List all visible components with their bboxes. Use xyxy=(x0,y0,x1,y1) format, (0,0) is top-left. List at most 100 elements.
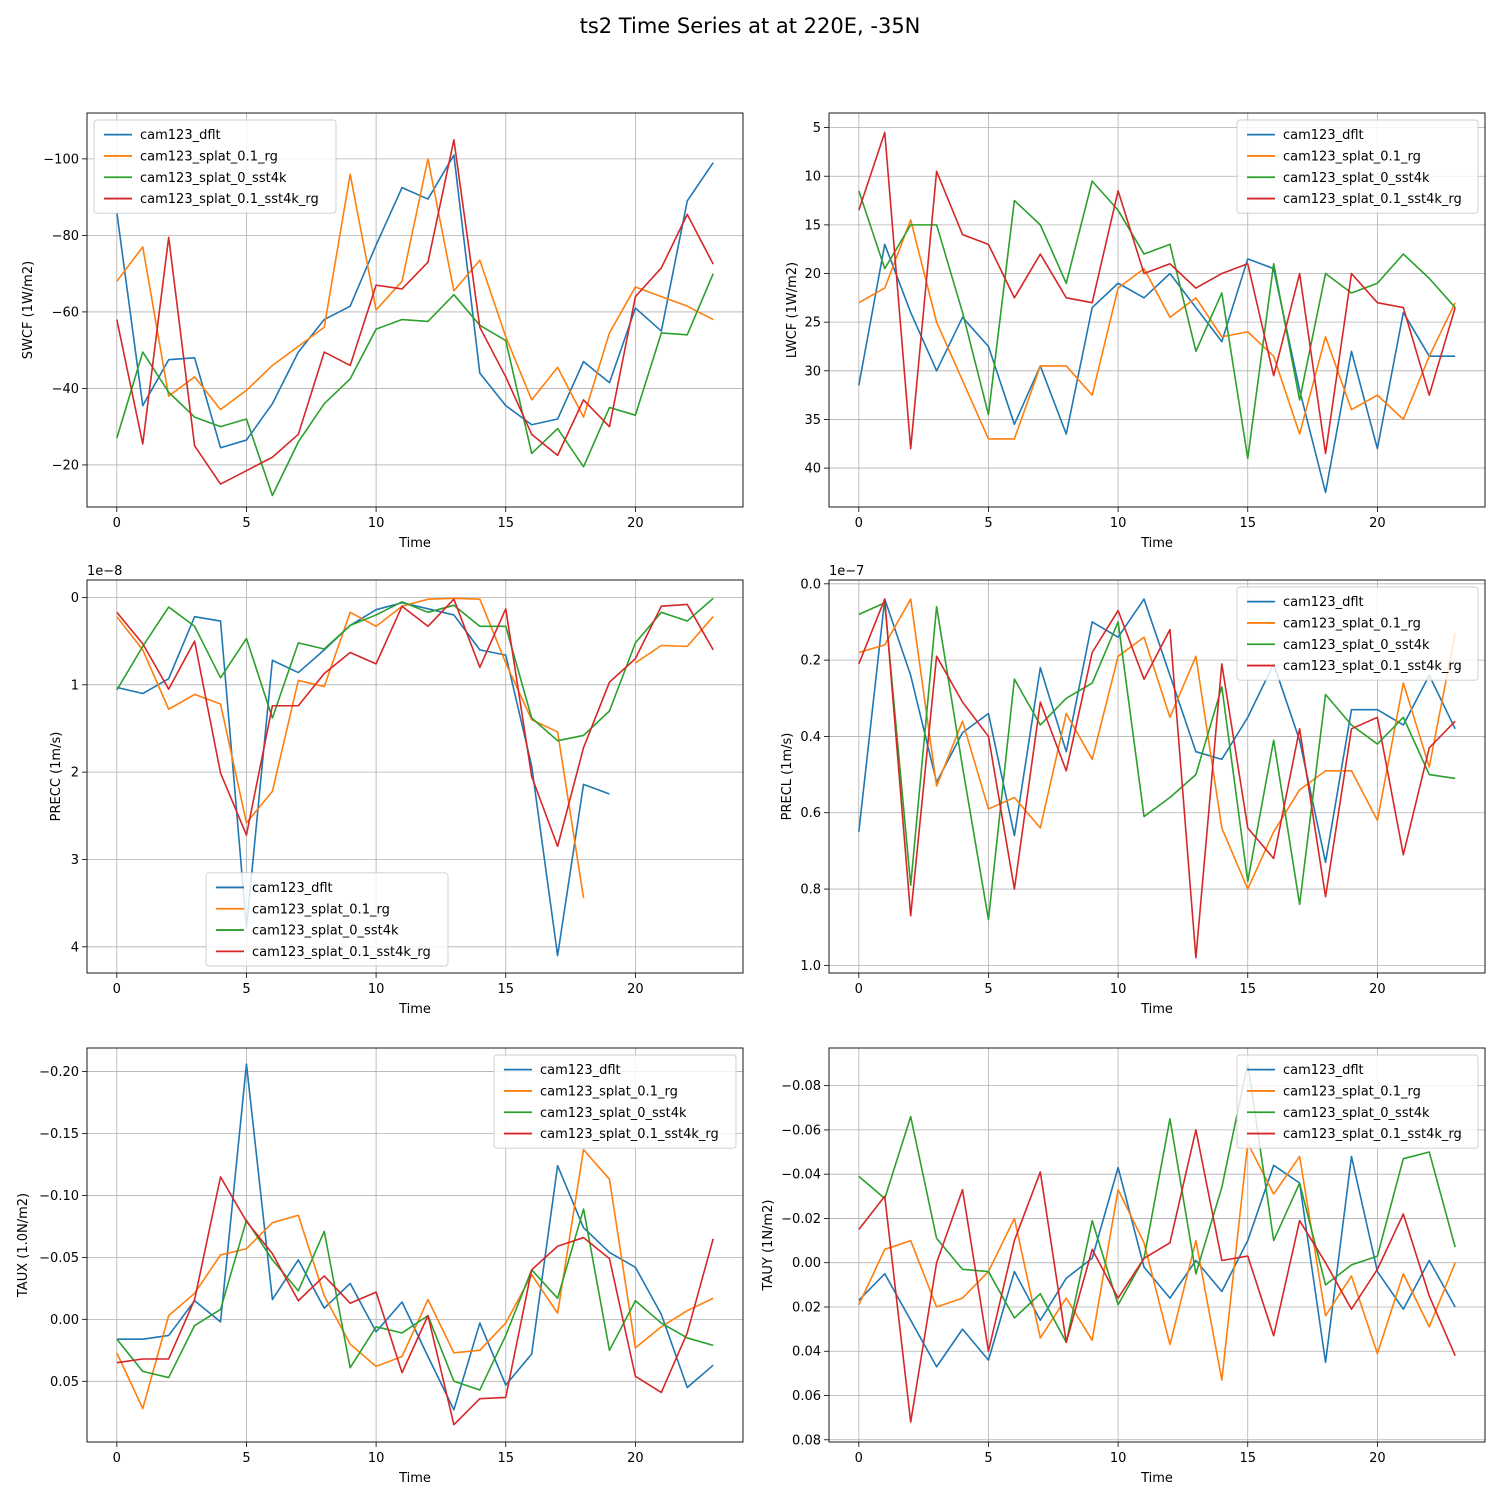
series-line-4 xyxy=(858,131,1456,455)
figure-title: ts2 Time Series at at 220E, -35N xyxy=(579,14,921,38)
subplot-taux: 0 5 10 15 20 −0.20 −0.15 −0.10 −0.05 0.00 0.05 Time… xyxy=(16,1047,744,1486)
legend-entry: cam123_splat_0.1_rg xyxy=(140,149,278,164)
x-axis-label: Time xyxy=(1140,536,1173,551)
x-tick-label: 5 xyxy=(242,1451,250,1466)
legend: cam123_dflt cam123_splat_0.1_rg cam123_spl… xyxy=(205,872,449,967)
y-tick-label: 0.2 xyxy=(800,654,821,669)
y-axis-label: PRECL (1m/s) xyxy=(780,733,795,821)
x-tick-label: 20 xyxy=(1369,1451,1386,1466)
y-tick-label: −20 xyxy=(52,458,79,473)
legend-entry: cam123_dflt xyxy=(540,1063,621,1078)
legend-entry: cam123_dflt xyxy=(252,881,333,896)
y-tick-label: 0.4 xyxy=(800,730,821,745)
series-line-2 xyxy=(858,598,1456,890)
series-line-1 xyxy=(858,1155,1456,1368)
x-tick-label: 10 xyxy=(1110,1451,1127,1466)
y-axis-label: LWCF (1W/m2) xyxy=(785,262,800,358)
y-axis-label: TAUY (1N/m2) xyxy=(761,1200,776,1292)
legend-entry: cam123_splat_0_sst4k xyxy=(540,1106,687,1121)
x-tick-label: 0 xyxy=(113,1451,121,1466)
legend-entry: cam123_splat_0.1_sst4k_rg xyxy=(140,192,319,207)
legend-entry: cam123_splat_0_sst4k xyxy=(140,171,287,186)
series-line-2 xyxy=(116,158,714,418)
y-tick-label: −0.15 xyxy=(39,1127,79,1142)
x-tick-label: 15 xyxy=(1239,982,1256,997)
x-tick-label: 20 xyxy=(627,516,644,531)
y-tick-label: 40 xyxy=(804,462,821,477)
x-tick-label: 15 xyxy=(1239,1451,1256,1466)
axis-offset-text: 1e−7 xyxy=(829,564,864,579)
axes-frame xyxy=(86,579,744,974)
x-tick-label: 10 xyxy=(1110,982,1127,997)
series-line-1 xyxy=(116,154,714,449)
y-tick-label: −0.10 xyxy=(39,1189,79,1204)
legend-entry: cam123_splat_0.1_sst4k_rg xyxy=(540,1127,719,1142)
series-line-2 xyxy=(116,597,714,899)
legend-box xyxy=(1236,1054,1479,1149)
series-line-3 xyxy=(116,597,714,742)
y-axis-label: PRECC (1m/s) xyxy=(49,732,64,822)
legend-entry: cam123_splat_0.1_rg xyxy=(1283,616,1421,631)
y-tick-label: −60 xyxy=(52,305,79,320)
x-tick-label: 10 xyxy=(368,516,385,531)
series-line-4 xyxy=(858,1129,1456,1423)
series-line-3 xyxy=(116,1208,714,1391)
x-tick-label: 5 xyxy=(984,516,992,531)
x-tick-label: 10 xyxy=(368,982,385,997)
x-axis-label: Time xyxy=(398,1002,431,1017)
legend-entry: cam123_splat_0.1_sst4k_rg xyxy=(252,945,431,960)
x-tick-label: 10 xyxy=(368,1451,385,1466)
x-axis-label: Time xyxy=(1140,1471,1173,1486)
legend-entry: cam123_splat_0_sst4k xyxy=(1283,171,1430,186)
y-tick-label: 30 xyxy=(804,364,821,379)
y-tick-label: 25 xyxy=(804,316,821,331)
y-tick-label: 10 xyxy=(804,170,821,185)
x-tick-label: 5 xyxy=(242,516,250,531)
legend: cam123_dflt cam123_splat_0.1_rg cam123_spl… xyxy=(1236,586,1479,681)
legend-entry: cam123_splat_0.1_rg xyxy=(540,1084,678,1099)
x-axis-label: Time xyxy=(398,536,431,551)
y-tick-label: 0 xyxy=(71,591,79,606)
series-line-2 xyxy=(116,1148,714,1410)
y-tick-label: 0.02 xyxy=(792,1300,821,1315)
legend-entry: cam123_splat_0.1_sst4k_rg xyxy=(1283,192,1462,207)
y-tick-label: 2 xyxy=(71,766,79,781)
subplot-swcf: 0 5 10 15 20 −100 −80 −60 −40 −20 Time SWCF (1W/m2)… xyxy=(21,112,744,551)
y-tick-label: −0.04 xyxy=(781,1168,821,1183)
y-tick-label: −100 xyxy=(43,152,79,167)
series-line-4 xyxy=(858,598,1456,959)
legend-box xyxy=(1236,119,1479,214)
x-tick-label: 20 xyxy=(1369,982,1386,997)
y-axis-label: TAUX (1.0N/m2) xyxy=(16,1193,31,1298)
y-tick-label: −40 xyxy=(52,382,79,397)
legend-entry: cam123_dflt xyxy=(140,128,221,143)
y-tick-label: 0.04 xyxy=(792,1345,821,1360)
x-tick-label: 0 xyxy=(855,982,863,997)
y-tick-label: 1.0 xyxy=(800,959,821,974)
series-line-1 xyxy=(858,243,1456,494)
y-axis-label: SWCF (1W/m2) xyxy=(21,261,36,359)
y-tick-label: 0.00 xyxy=(50,1313,79,1328)
axes-frame xyxy=(828,579,1486,974)
legend-entry: cam123_splat_0_sst4k xyxy=(252,924,399,939)
legend-entry: cam123_splat_0.1_sst4k_rg xyxy=(1283,659,1462,674)
y-tick-label: 15 xyxy=(804,218,821,233)
x-tick-label: 10 xyxy=(1110,516,1127,531)
x-axis-label: Time xyxy=(398,1471,431,1486)
subplot-tauy: 0 5 10 15 20 −0.08 −0.06 −0.04 −0.02 0.00 0.02 0.04… xyxy=(761,1047,1486,1486)
x-tick-label: 5 xyxy=(984,982,992,997)
series-line-2 xyxy=(858,1142,1456,1381)
legend-entry: cam123_splat_0.1_sst4k_rg xyxy=(1283,1127,1462,1142)
y-tick-label: 0.08 xyxy=(792,1433,821,1448)
x-tick-label: 5 xyxy=(984,1451,992,1466)
y-tick-label: −0.05 xyxy=(39,1251,79,1266)
y-tick-label: −0.02 xyxy=(781,1212,821,1227)
subplot-precl: 0 5 10 15 20 0.0 0.2 0.4 0.6 0.8 1.0 Time PRECL (1m/… xyxy=(780,564,1486,1017)
series-line-3 xyxy=(858,1062,1456,1344)
legend: cam123_dflt cam123_splat_0.1_rg cam123_spl… xyxy=(1236,1054,1479,1149)
subplot-precc: 0 5 10 15 20 0 1 2 3 4 Time PRECC (1m/s) 1e−8 cam123_… xyxy=(49,564,744,1017)
axes-frame xyxy=(86,112,744,508)
axes-frame xyxy=(86,1047,744,1443)
x-tick-label: 15 xyxy=(1239,516,1256,531)
